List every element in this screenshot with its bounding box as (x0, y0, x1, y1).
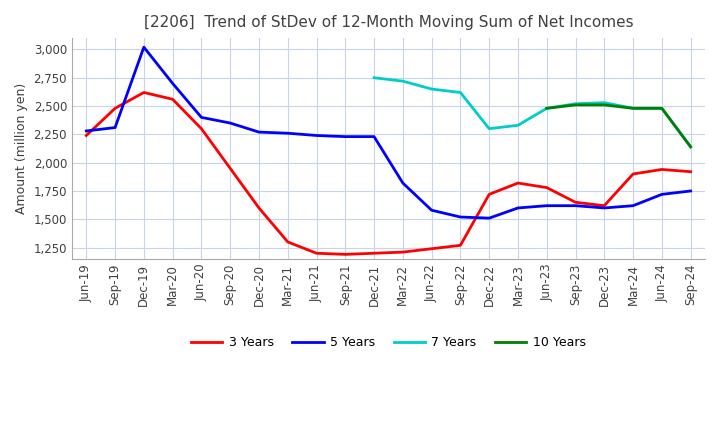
10 Years (686, 144, 695, 150)
5 Years (427, 208, 436, 213)
3 Years (312, 251, 321, 256)
7 Years (370, 75, 379, 81)
7 Years (686, 144, 695, 150)
3 Years (427, 246, 436, 251)
5 Years (686, 188, 695, 194)
3 Years (485, 192, 493, 197)
3 Years (255, 205, 264, 211)
3 Years (226, 166, 235, 171)
10 Years (600, 102, 608, 107)
3 Years (399, 249, 408, 255)
3 Years (284, 239, 292, 245)
7 Years (542, 106, 551, 111)
10 Years (629, 106, 637, 111)
5 Years (312, 133, 321, 138)
3 Years (140, 90, 148, 95)
3 Years (82, 133, 91, 138)
3 Years (571, 200, 580, 205)
5 Years (255, 129, 264, 135)
3 Years (456, 243, 464, 248)
3 Years (168, 97, 177, 102)
3 Years (111, 106, 120, 111)
7 Years (600, 100, 608, 105)
5 Years (456, 214, 464, 220)
3 Years (600, 203, 608, 208)
3 Years (629, 171, 637, 176)
Line: 10 Years: 10 Years (546, 105, 690, 147)
Line: 3 Years: 3 Years (86, 92, 690, 254)
5 Years (370, 134, 379, 139)
5 Years (571, 203, 580, 208)
5 Years (600, 205, 608, 211)
Title: [2206]  Trend of StDev of 12-Month Moving Sum of Net Incomes: [2206] Trend of StDev of 12-Month Moving… (144, 15, 634, 30)
3 Years (370, 251, 379, 256)
5 Years (341, 134, 350, 139)
7 Years (485, 126, 493, 131)
5 Years (399, 180, 408, 186)
3 Years (542, 185, 551, 190)
7 Years (571, 101, 580, 106)
5 Years (140, 44, 148, 50)
5 Years (657, 192, 666, 197)
5 Years (226, 121, 235, 126)
Y-axis label: Amount (million yen): Amount (million yen) (15, 83, 28, 214)
5 Years (284, 131, 292, 136)
5 Years (485, 216, 493, 221)
5 Years (542, 203, 551, 208)
Line: 5 Years: 5 Years (86, 47, 690, 218)
3 Years (197, 126, 206, 131)
10 Years (657, 106, 666, 111)
7 Years (427, 86, 436, 92)
5 Years (168, 81, 177, 86)
3 Years (657, 167, 666, 172)
5 Years (197, 115, 206, 120)
3 Years (341, 252, 350, 257)
7 Years (456, 90, 464, 95)
7 Years (399, 78, 408, 84)
3 Years (513, 180, 522, 186)
3 Years (686, 169, 695, 174)
7 Years (657, 106, 666, 111)
5 Years (513, 205, 522, 211)
10 Years (542, 106, 551, 111)
7 Years (513, 123, 522, 128)
10 Years (571, 102, 580, 107)
Legend: 3 Years, 5 Years, 7 Years, 10 Years: 3 Years, 5 Years, 7 Years, 10 Years (186, 331, 590, 354)
5 Years (82, 128, 91, 134)
Line: 7 Years: 7 Years (374, 78, 690, 147)
7 Years (629, 106, 637, 111)
5 Years (111, 125, 120, 130)
5 Years (629, 203, 637, 208)
